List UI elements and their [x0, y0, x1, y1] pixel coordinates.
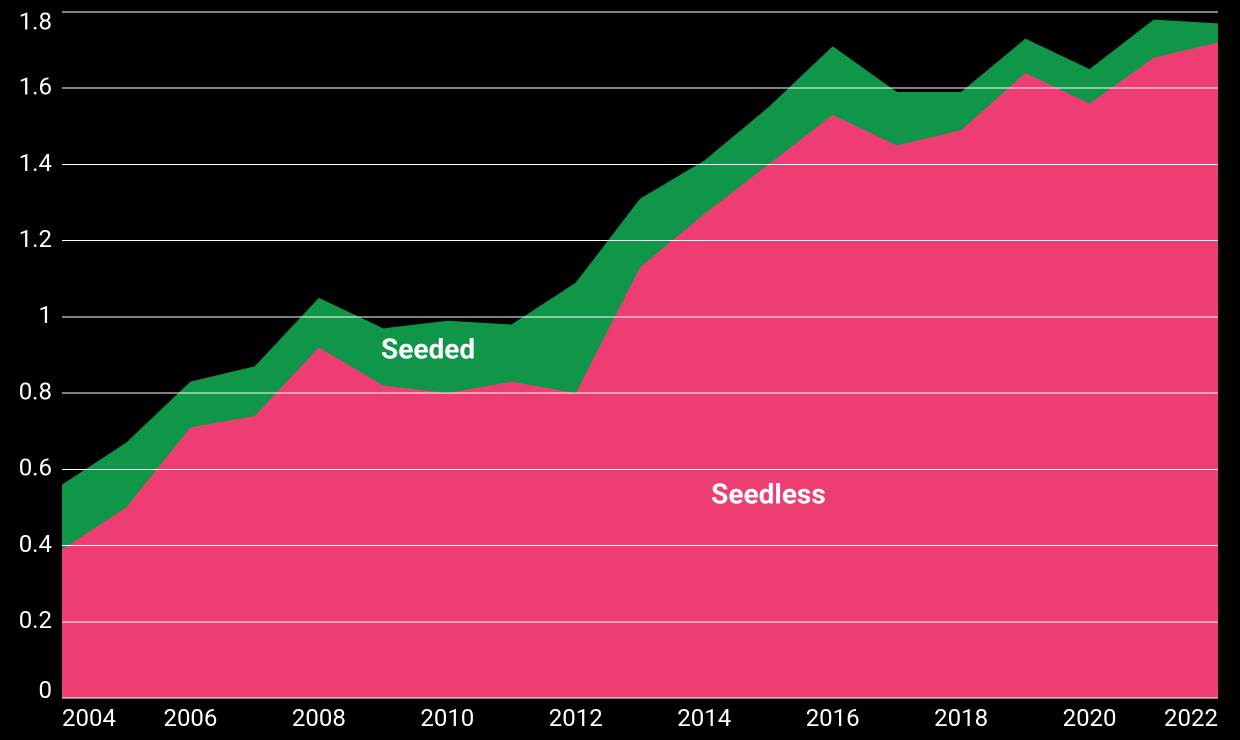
x-tick-label: 2010: [420, 704, 474, 732]
x-tick-label: 2020: [1063, 704, 1117, 732]
x-tick-label: 2022: [1164, 704, 1218, 732]
stacked-area-chart: 0 0.2 0.4 0.6 0.8 1 1.2 1.4 1.6 1.8 2004 2006 2008 20…: [0, 0, 1240, 740]
chart-svg: 0 0.2 0.4 0.6 0.8 1 1.2 1.4 1.6 1.8 2004 2006 2008 20…: [0, 0, 1240, 740]
x-tick-label: 2006: [163, 704, 217, 732]
x-tick-label: 2008: [292, 704, 346, 732]
x-tick-label: 2012: [549, 704, 603, 732]
x-tick-label: 2014: [677, 704, 731, 732]
y-tick-label: 1.4: [19, 149, 52, 177]
x-tick-label: 2018: [934, 704, 988, 732]
x-tick-label: 2004: [62, 704, 116, 732]
y-tick-label: 0: [39, 676, 53, 704]
y-tick-label: 1.6: [19, 73, 52, 101]
series-label-seedless: Seedless: [711, 477, 826, 510]
series-label-seeded: Seeded: [381, 333, 475, 366]
y-tick-label: 0.6: [19, 454, 52, 482]
y-tick-label: 1.2: [19, 225, 52, 253]
x-tick-label: 2016: [806, 704, 860, 732]
y-tick-label: 1.8: [19, 8, 52, 36]
y-tick-label: 1: [39, 301, 53, 329]
y-tick-label: 0.2: [19, 606, 52, 634]
y-tick-label: 0.8: [19, 377, 52, 405]
y-tick-label: 0.4: [19, 530, 52, 558]
